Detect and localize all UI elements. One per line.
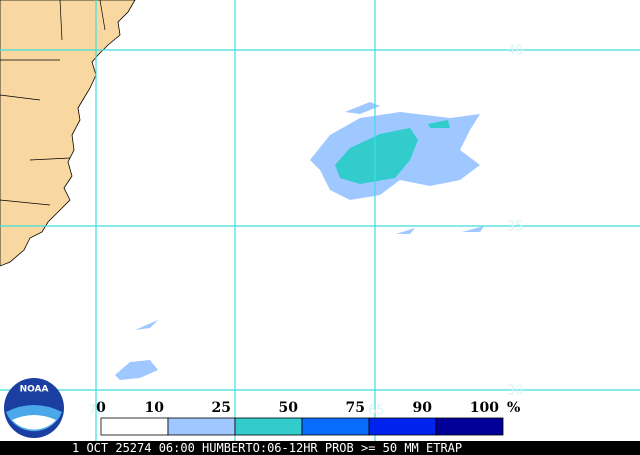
logo-text: NOAA [20,385,49,395]
land [0,0,136,267]
legend-label: 50 [279,400,299,416]
lon-label: 65 [368,404,385,419]
ocean [0,0,640,441]
legend-label: 10 [145,400,165,416]
legend-swatch [234,417,303,436]
prob-10 [345,102,380,114]
logo: NOAA [4,378,64,438]
legend-unit: % [507,400,520,416]
lon-label: 70 [88,404,105,419]
legend-swatch [301,417,370,436]
prob-25 [428,120,450,128]
caption-bar [0,441,640,455]
legend: 0 10 25 50 75 90 100% [96,400,520,436]
legend-swatch [368,417,437,436]
legend-swatch [167,417,236,436]
borders [0,0,106,206]
legend-swatch [435,417,504,436]
prob-25 [335,128,418,184]
legend-label: 90 [413,400,433,416]
caption: 1 OCT 25274 06:00 HUMBERTO:06-12HR PROB … [72,441,462,455]
lat-label: 40 [507,44,524,59]
legend-label: 25 [212,400,231,416]
lat-label: 35 [507,220,524,235]
legend-label: 0 [96,400,106,416]
legend-label: 75 [346,400,365,416]
legend-label: 100 [470,400,499,416]
lat-label: 30 [507,384,524,399]
legend-swatch [100,417,169,436]
prob-10 [115,360,158,380]
